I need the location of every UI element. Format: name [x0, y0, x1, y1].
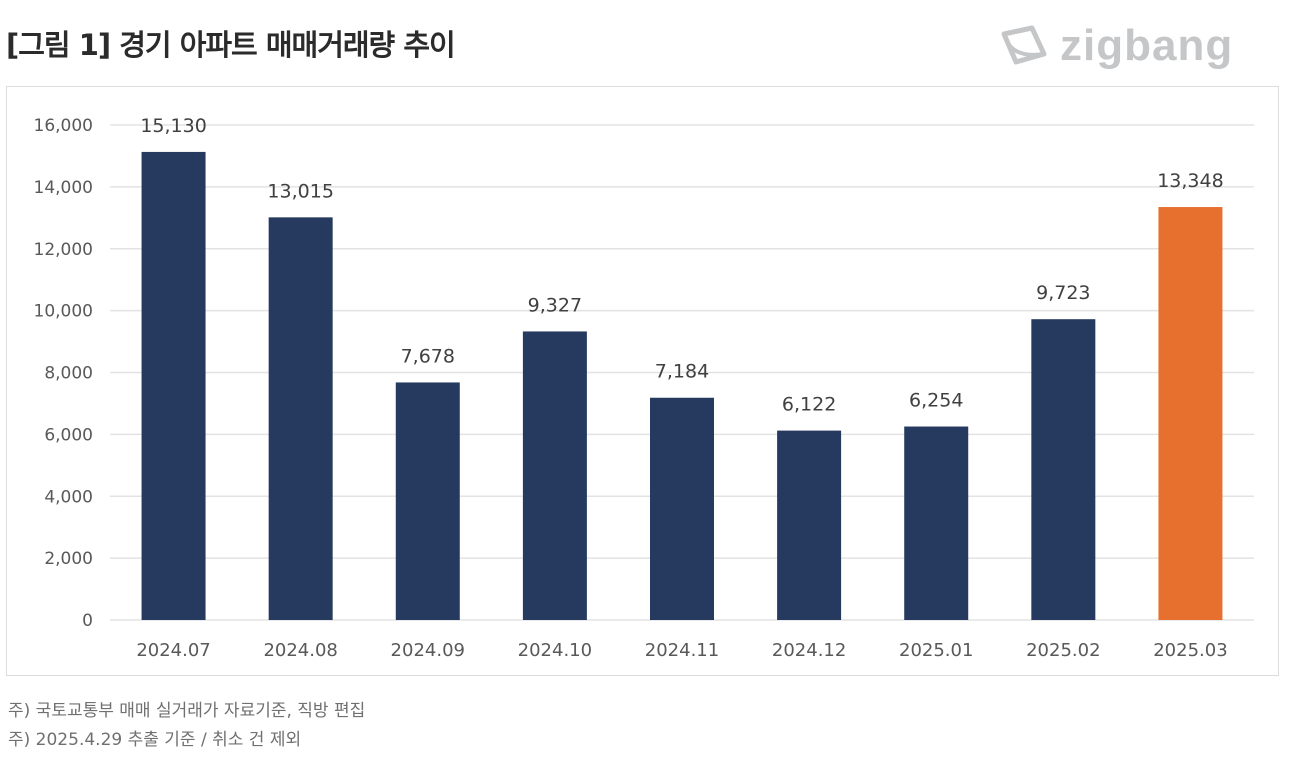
- bar-2024.07: [141, 151, 206, 620]
- bar-2025.03: [1158, 207, 1223, 620]
- footnotes: 주) 국토교통부 매매 실거래가 자료기준, 직방 편집 주) 2025.4.2…: [8, 697, 365, 755]
- x-tick-label-2024.11: 2024.11: [645, 640, 719, 661]
- bar-2025.01: [904, 426, 969, 620]
- x-tick-label-2024.10: 2024.10: [518, 640, 592, 661]
- zigbang-logo: zigbang: [998, 20, 1266, 72]
- bar-2024.11: [650, 397, 714, 620]
- bar-chart: 0 2,000 4,000 6,000 8,000 10,000 12,000 14,000 1…: [34, 115, 1254, 661]
- x-tick-label-2024.09: 2024.09: [391, 640, 465, 661]
- footnote-source: 주) 국토교통부 매매 실거래가 자료기준, 직방 편집: [8, 701, 366, 721]
- bar-2024.09: [395, 382, 460, 620]
- zigbang-logo-text: zigbang: [1060, 21, 1234, 70]
- x-tick-label-2025.03: 2025.03: [1153, 640, 1227, 661]
- data-label-2024.11: 7,184: [655, 361, 709, 383]
- data-label-2025.02: 9,723: [1036, 282, 1090, 304]
- bar-2024.12: [777, 430, 842, 620]
- bar-2024.08: [268, 217, 333, 620]
- data-label-2025.03: 13,348: [1157, 170, 1223, 192]
- bar-2024.10: [522, 331, 587, 620]
- x-axis-ticks: 2024.07 2024.08 2024.09 2024.10 2024.11 2024.…: [136, 640, 1227, 661]
- chart-panel: 0 2,000 4,000 6,000 8,000 10,000 12,000 14,000 1…: [6, 86, 1279, 676]
- y-tick-label: 4,000: [44, 487, 93, 507]
- x-tick-label-2025.02: 2025.02: [1026, 640, 1100, 661]
- data-label-2024.10: 9,327: [528, 294, 582, 316]
- value-labels: 15,130 13,015 7,678 9,327 7,184 6,122 6,254 9,7…: [140, 115, 1223, 416]
- zigbang-logo-icon: [1001, 25, 1047, 65]
- footnote-extraction: 주) 2025.4.29 추출 기준 / 취소 건 제외: [8, 730, 302, 750]
- data-label-2024.08: 13,015: [267, 180, 333, 202]
- bars: [141, 151, 1223, 620]
- x-tick-label-2024.08: 2024.08: [263, 640, 337, 661]
- y-tick-label: 14,000: [34, 178, 93, 198]
- x-tick-label-2025.01: 2025.01: [899, 640, 973, 661]
- y-tick-label: 8,000: [44, 364, 93, 384]
- y-tick-label: 10,000: [34, 302, 93, 322]
- y-tick-label: 12,000: [34, 240, 93, 260]
- data-label-2024.07: 15,130: [140, 115, 206, 137]
- chart-title: [그림 1] 경기 아파트 매매거래량 추이: [6, 28, 456, 62]
- y-axis-ticks: 0 2,000 4,000 6,000 8,000 10,000 12,000 14,000 1…: [34, 116, 93, 631]
- data-label-2025.01: 6,254: [909, 390, 963, 412]
- y-tick-label: 2,000: [44, 549, 93, 569]
- data-label-2024.12: 6,122: [782, 394, 836, 416]
- x-tick-label-2024.07: 2024.07: [136, 640, 210, 661]
- y-tick-label: 16,000: [34, 116, 93, 136]
- y-tick-label: 0: [82, 611, 93, 631]
- data-label-2024.09: 7,678: [401, 345, 455, 367]
- x-tick-label-2024.12: 2024.12: [772, 640, 846, 661]
- bar-2025.02: [1031, 319, 1096, 620]
- y-tick-label: 6,000: [44, 425, 93, 445]
